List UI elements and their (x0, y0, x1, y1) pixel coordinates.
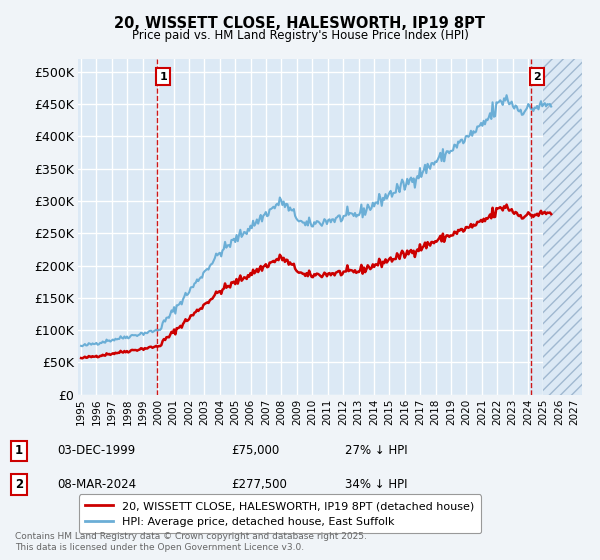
Text: 27% ↓ HPI: 27% ↓ HPI (345, 444, 407, 458)
Legend: 20, WISSETT CLOSE, HALESWORTH, IP19 8PT (detached house), HPI: Average price, de: 20, WISSETT CLOSE, HALESWORTH, IP19 8PT … (79, 494, 481, 533)
Text: 2: 2 (15, 478, 23, 491)
Text: £75,000: £75,000 (231, 444, 279, 458)
Text: 1: 1 (15, 444, 23, 458)
Text: Contains HM Land Registry data © Crown copyright and database right 2025.
This d: Contains HM Land Registry data © Crown c… (15, 532, 367, 552)
Text: 03-DEC-1999: 03-DEC-1999 (57, 444, 135, 458)
Text: Price paid vs. HM Land Registry's House Price Index (HPI): Price paid vs. HM Land Registry's House … (131, 29, 469, 42)
Text: 20, WISSETT CLOSE, HALESWORTH, IP19 8PT: 20, WISSETT CLOSE, HALESWORTH, IP19 8PT (115, 16, 485, 31)
Text: 1: 1 (159, 72, 167, 82)
Text: 08-MAR-2024: 08-MAR-2024 (57, 478, 136, 491)
Text: 34% ↓ HPI: 34% ↓ HPI (345, 478, 407, 491)
Text: £277,500: £277,500 (231, 478, 287, 491)
Text: 2: 2 (533, 72, 541, 82)
Bar (544, 59, 582, 395)
